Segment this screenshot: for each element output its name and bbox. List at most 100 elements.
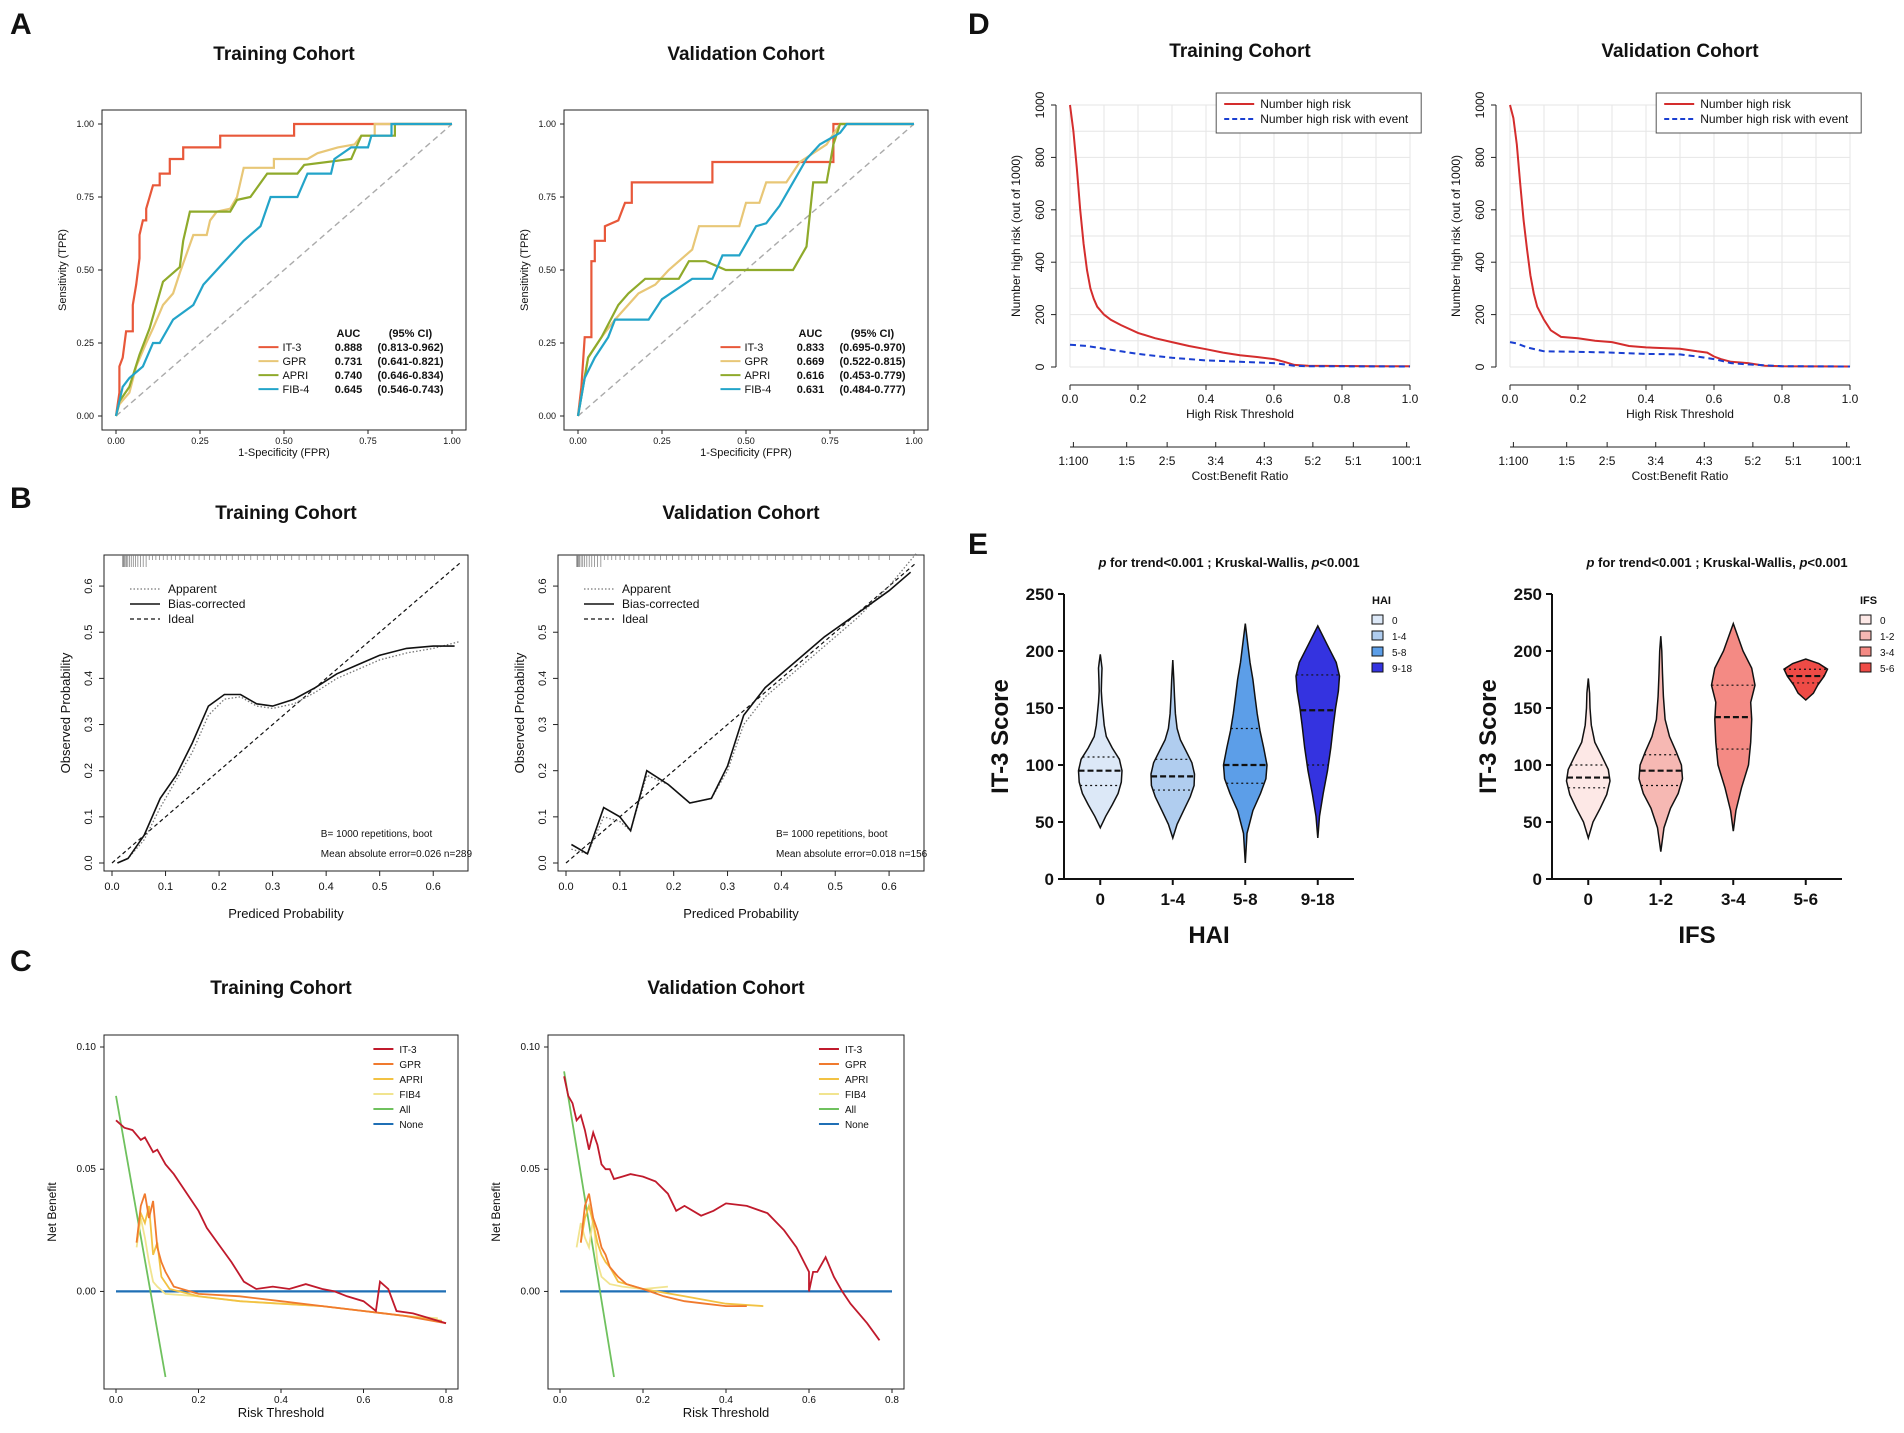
d1-xlabel: High Risk Threshold	[1186, 407, 1294, 421]
d2-ytick-label: 600	[1473, 199, 1487, 219]
e2-xtick-label: 5-6	[1793, 890, 1818, 909]
panel-label-a: A	[10, 8, 32, 41]
c1-curve-all	[115, 1095, 167, 1378]
a2-legend-label-apri: APRI	[744, 370, 770, 382]
a1-ytick-label: 0.25	[76, 338, 94, 348]
e1-subtitle-part: for trend<0.001 ; Kruskal-Wallis,	[1106, 555, 1311, 570]
a1-legend-label-apri: APRI	[282, 370, 308, 382]
e2-legend-title: IFS	[1860, 595, 1877, 607]
a1-xtick-label: 0.25	[191, 436, 209, 446]
d1-x2tick-label: 1:5	[1118, 454, 1135, 468]
e1-ytick-label: 150	[1026, 699, 1054, 718]
b2-ytick-label: 0.2	[537, 763, 549, 778]
e1-legend-swatch-5-8	[1371, 646, 1384, 657]
a1-auc-value: 0.645	[335, 384, 363, 396]
b1-legend-label-bias-corrected: Bias-corrected	[168, 597, 245, 611]
d1-legend-label-number-high-risk-with-event: Number high risk with event	[1260, 112, 1409, 126]
e2-legend-label-5-6: 5-6	[1880, 664, 1895, 675]
a1-roc-apri	[114, 122, 452, 417]
d1-x2tick-label: 3:4	[1207, 454, 1224, 468]
a1-ci-value: (0.546-0.743)	[377, 384, 443, 396]
b1-ytick-label: 0.6	[83, 578, 95, 593]
a1-xtick-label: 1.00	[443, 436, 461, 446]
e1-xlabel: HAI	[1188, 922, 1229, 949]
c1-xtick-label: 0.8	[439, 1395, 453, 1406]
b2-ideal-line	[565, 562, 917, 864]
c1-ytick-label: 0.10	[77, 1042, 97, 1053]
d1-x2tick-label: 1:100	[1058, 454, 1088, 468]
a2-xtick-label: 0.50	[737, 436, 755, 446]
d2-x2tick-label: 5:2	[1745, 454, 1762, 468]
a1-ci-value: (0.813-0.962)	[377, 342, 443, 354]
c1-xtick-label: 0.0	[109, 1395, 123, 1406]
b2-ytick-label: 0.6	[537, 578, 549, 593]
e2-ytick-label: 150	[1514, 699, 1542, 718]
b1-curve-bias-corrected	[117, 645, 455, 864]
d2-x2tick-label: 100:1	[1832, 454, 1862, 468]
b2-ytick-label: 0.1	[537, 809, 549, 824]
e2-ytick-label: 200	[1514, 642, 1542, 661]
c2-curve-apri	[579, 1202, 764, 1307]
c1-ylabel: Net Benefit	[45, 1182, 59, 1242]
d2-xtick-label: 0.4	[1638, 392, 1655, 406]
a1-legend-label-fib-4: FIB-4	[282, 384, 309, 396]
c2-ytick-label: 0.00	[521, 1286, 541, 1297]
d2-x2tick-label: 4:3	[1696, 454, 1713, 468]
c2-frame	[547, 1034, 905, 1390]
d1-xtick-label: 0.2	[1130, 392, 1147, 406]
a1-ytick-label: 0.50	[76, 265, 94, 275]
b1-xtick-label: 0.0	[104, 881, 119, 893]
e2-ylabel: IT-3 Score	[1475, 679, 1502, 794]
e1-legend-swatch-0	[1371, 614, 1384, 625]
b1-ytick-label: 0.0	[83, 855, 95, 870]
a1-auc-value: 0.740	[335, 370, 363, 382]
c2-legend-label-none: None	[845, 1120, 869, 1131]
d2-legend-label-number-high-risk-with-event: Number high risk with event	[1700, 112, 1849, 126]
e1-subtitle: p for trend<0.001 ; Kruskal-Wallis, p<0.…	[1097, 555, 1359, 570]
c1-curve-apri	[135, 1205, 443, 1322]
e2-ytick-label: 0	[1533, 870, 1542, 889]
d2-ytick-label: 1000	[1473, 91, 1487, 118]
d1-ylabel: Number high risk (out of 1000)	[1009, 155, 1023, 317]
b1-xtick-label: 0.3	[265, 881, 280, 893]
d1-ytick-label: 0	[1033, 363, 1047, 370]
d1-xtick-label: 1.0	[1402, 392, 1419, 406]
e2-legend-swatch-1-2	[1859, 630, 1872, 641]
a2-table-header-ci: (95% CI)	[851, 328, 895, 340]
c2-xtick-label: 0.8	[885, 1395, 899, 1406]
e2-ytick-label: 50	[1523, 813, 1542, 832]
c2-curve-it-3	[563, 1076, 881, 1341]
a2-ytick-label: 0.00	[538, 411, 556, 421]
b2-frame	[557, 554, 925, 872]
a2-title: Validation Cohort	[667, 44, 825, 65]
e2-legend-label-3-4: 3-4	[1880, 648, 1895, 659]
c1-title: Training Cohort	[210, 978, 352, 999]
b2-xlabel: Prediced Probability	[683, 906, 799, 921]
a1-roc-gpr	[114, 122, 452, 417]
b1-curve-apparent	[117, 640, 461, 864]
c1-legend-label-none: None	[399, 1120, 423, 1131]
d2-x2tick-label: 1:5	[1558, 454, 1575, 468]
d1-legend-box	[1215, 92, 1422, 134]
e2-ytick-label: 250	[1514, 585, 1542, 604]
d2-title: Validation Cohort	[1601, 41, 1759, 62]
d2-ytick-label: 0	[1473, 363, 1487, 370]
c2-title: Validation Cohort	[647, 978, 805, 999]
e2-violin-1-2	[1638, 636, 1684, 852]
b1-title: Training Cohort	[215, 503, 357, 524]
c2-ytick-label: 0.10	[521, 1042, 541, 1053]
d2-curve-number-high-risk-with-event	[1509, 341, 1851, 368]
b1-ytick-label: 0.2	[83, 763, 95, 778]
d2-xtick-label: 1.0	[1842, 392, 1859, 406]
b2-note-repetitions: B= 1000 repetitions, boot	[776, 829, 888, 840]
e2-violin-5-6	[1783, 658, 1829, 702]
c1-legend-label-apri: APRI	[399, 1075, 422, 1086]
d2-xtick-label: 0.0	[1502, 392, 1519, 406]
c2-curve-all	[563, 1071, 615, 1378]
d2-ytick-label: 400	[1473, 252, 1487, 272]
a1-roc-fib-4	[114, 122, 452, 417]
a2-ci-value: (0.695-0.970)	[839, 342, 905, 354]
c2-ylabel: Net Benefit	[489, 1182, 503, 1242]
a2-auc-value: 0.669	[797, 356, 825, 368]
